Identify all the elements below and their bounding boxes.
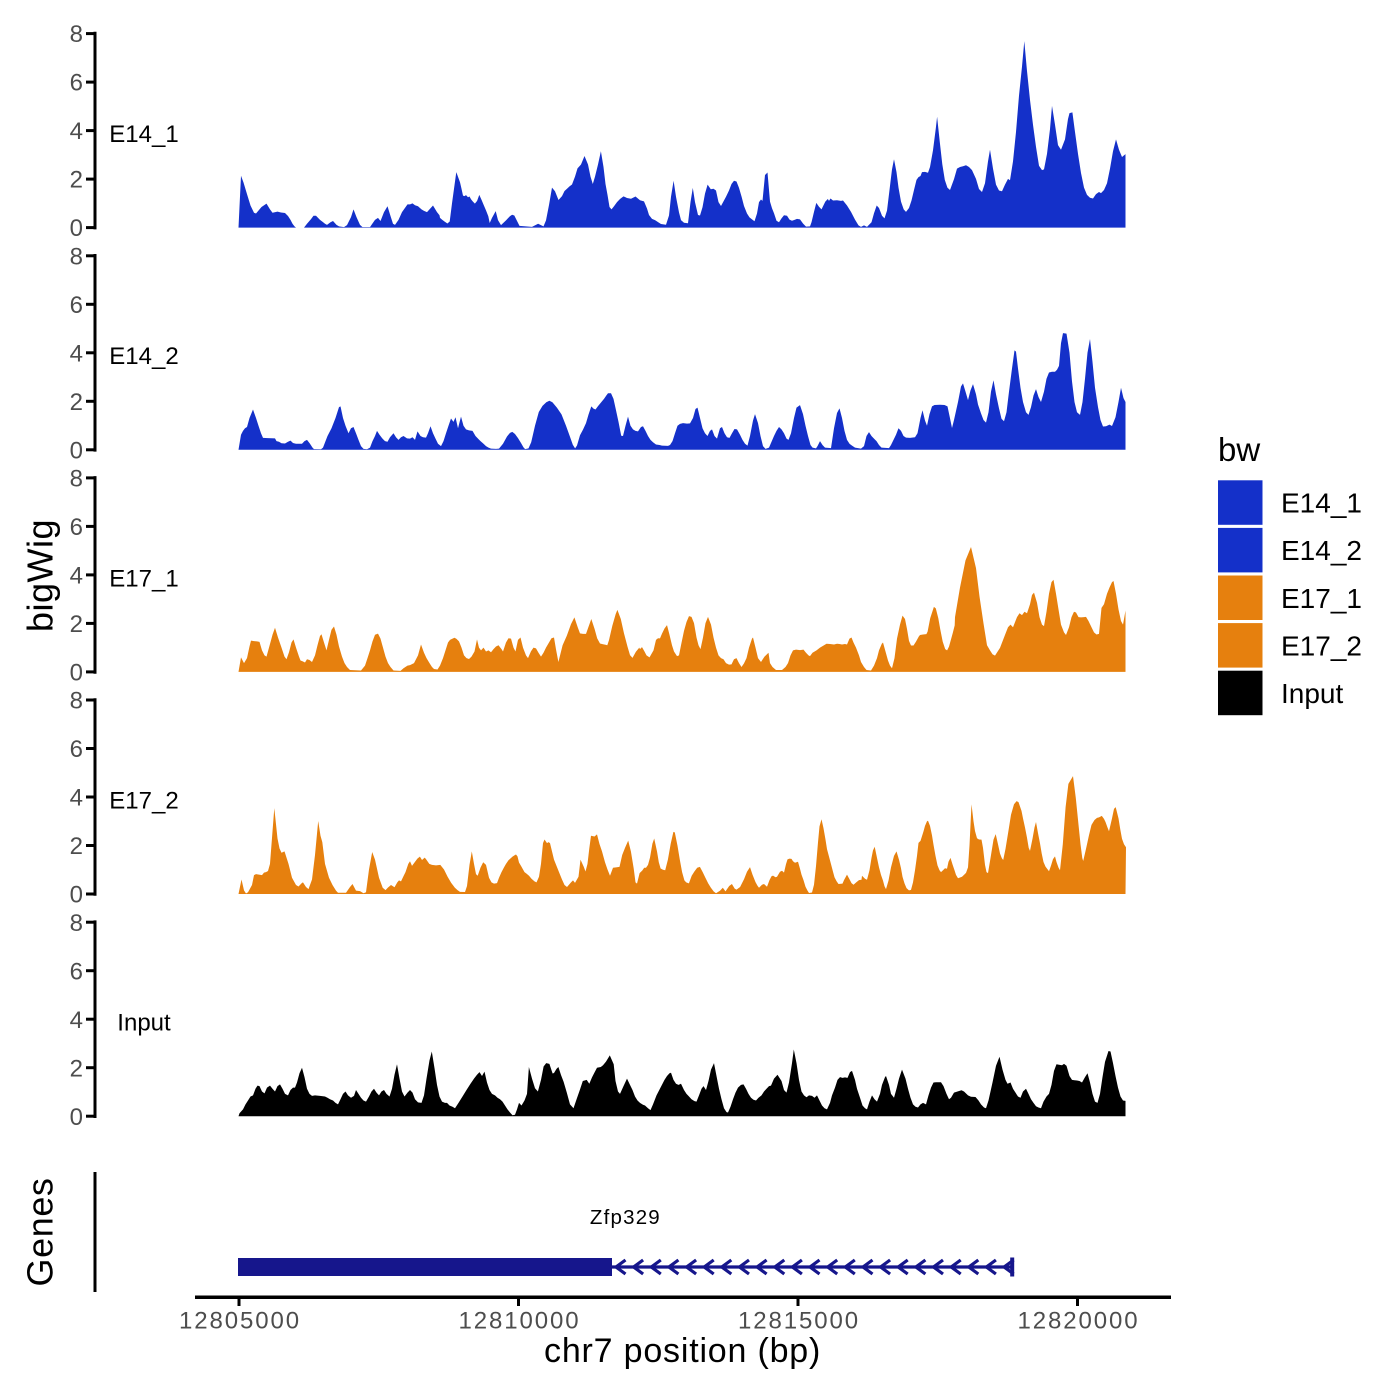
svg-text:E17_2: E17_2 [1281,630,1362,661]
svg-text:Input: Input [117,1010,171,1037]
svg-text:4: 4 [70,563,83,590]
svg-text:6: 6 [70,736,83,763]
svg-text:6: 6 [70,514,83,541]
svg-text:12805000: 12805000 [179,1308,301,1335]
svg-text:8: 8 [70,466,83,493]
svg-text:bw: bw [1218,431,1260,468]
svg-text:12815000: 12815000 [738,1308,860,1335]
svg-text:Zfp329: Zfp329 [590,1206,661,1229]
svg-text:12810000: 12810000 [459,1308,581,1335]
svg-text:E14_2: E14_2 [1281,535,1362,566]
svg-text:2: 2 [70,167,83,194]
svg-text:E14_1: E14_1 [1281,488,1362,519]
svg-text:8: 8 [70,243,83,270]
svg-text:12820000: 12820000 [1018,1308,1140,1335]
svg-text:E14_1: E14_1 [109,121,178,148]
svg-text:4: 4 [70,785,83,812]
svg-text:0: 0 [70,660,83,687]
svg-text:Genes: Genes [20,1177,61,1286]
svg-text:6: 6 [70,292,83,319]
svg-text:8: 8 [70,910,83,937]
svg-text:4: 4 [70,1007,83,1034]
svg-text:0: 0 [70,215,83,242]
svg-text:E17_1: E17_1 [1281,583,1362,614]
svg-text:Input: Input [1281,678,1343,709]
svg-text:8: 8 [70,21,83,48]
svg-text:6: 6 [70,958,83,985]
svg-text:chr7 position (bp): chr7 position (bp) [544,1332,821,1370]
svg-text:E17_1: E17_1 [109,565,178,592]
svg-text:2: 2 [70,611,83,638]
svg-text:2: 2 [70,1055,83,1082]
svg-text:2: 2 [70,389,83,416]
svg-text:0: 0 [70,1104,83,1131]
svg-text:E17_2: E17_2 [109,787,178,814]
svg-text:6: 6 [70,70,83,97]
svg-text:2: 2 [70,833,83,860]
svg-text:8: 8 [70,688,83,715]
svg-text:E14_2: E14_2 [109,343,178,370]
svg-text:4: 4 [70,340,83,367]
svg-text:bigWig: bigWig [20,519,61,632]
svg-text:0: 0 [70,882,83,909]
svg-text:0: 0 [70,437,83,464]
svg-text:4: 4 [70,118,83,145]
